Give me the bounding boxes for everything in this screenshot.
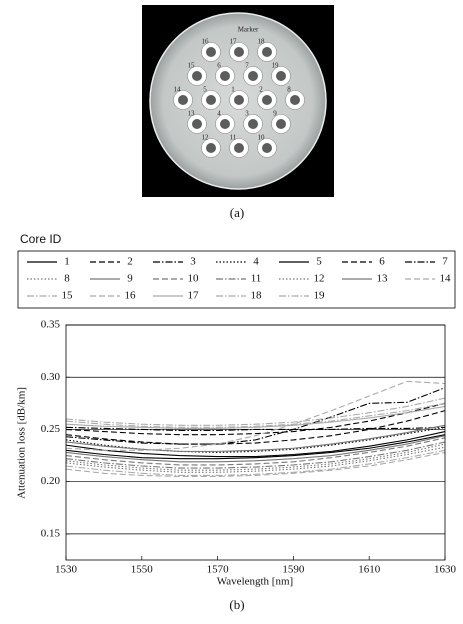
series-line: [65, 410, 446, 445]
y-tick-label: 0.35: [41, 319, 61, 331]
core-label: 17: [230, 38, 238, 46]
core: [234, 47, 244, 57]
series-line: [65, 402, 446, 436]
core-label: 12: [202, 134, 210, 142]
core: [192, 71, 202, 81]
core-label: 3: [245, 110, 249, 118]
legend-title: Core ID: [20, 232, 62, 246]
series-line: [65, 387, 446, 445]
series-line: [65, 434, 446, 460]
y-tick-label: 0.20: [41, 475, 61, 487]
legend-label: 9: [127, 273, 133, 285]
series-line: [65, 449, 446, 476]
core-label: 2: [259, 86, 263, 94]
x-axis-label: Wavelength [nm]: [217, 576, 293, 588]
legend-label: 17: [188, 290, 200, 302]
core: [234, 95, 244, 105]
core-label: 4: [217, 110, 221, 118]
core-label: 5: [203, 86, 207, 94]
x-tick-label: 1630: [434, 564, 457, 576]
x-tick-label: 1550: [131, 564, 154, 576]
series-line: [65, 443, 446, 471]
legend-label: 8: [64, 273, 70, 285]
series-line: [65, 451, 446, 477]
core-label: 8: [287, 86, 291, 94]
core-label: 9: [273, 110, 277, 118]
plot-frame: [65, 324, 446, 561]
x-tick-label: 1610: [358, 564, 381, 576]
core-label: 16: [202, 38, 210, 46]
series-line: [65, 446, 446, 473]
series-line: [65, 424, 446, 452]
core-label: 15: [188, 62, 196, 70]
marker-label: Marker: [238, 26, 259, 34]
core-label: 10: [258, 134, 266, 142]
core-label: 18: [258, 38, 266, 46]
core-label: 11: [230, 134, 237, 142]
legend-label: 12: [314, 273, 325, 285]
legend-label: 1: [64, 256, 70, 268]
core-label: 1: [231, 86, 235, 94]
y-tick-label: 0.30: [41, 371, 61, 383]
core: [248, 119, 258, 129]
core: [262, 95, 272, 105]
core: [220, 119, 230, 129]
series-line: [65, 397, 446, 426]
series-line: [65, 437, 446, 466]
legend-box: [17, 250, 456, 309]
y-tick-label: 0.25: [41, 423, 61, 435]
core-label: 14: [174, 86, 182, 94]
legend-label: 16: [125, 290, 137, 302]
legend-label: 18: [251, 290, 263, 302]
legend-label: 5: [316, 256, 322, 268]
x-tick-label: 1570: [207, 564, 230, 576]
x-tick-label: 1530: [55, 564, 78, 576]
series-line: [65, 380, 446, 451]
core-label: 6: [217, 62, 221, 70]
core: [290, 95, 300, 105]
core-label: 13: [188, 110, 196, 118]
legend-label: 13: [377, 273, 389, 285]
series-line: [65, 430, 446, 458]
series-line: [65, 435, 446, 463]
legend-label: 2: [127, 256, 133, 268]
y-tick-label: 0.15: [41, 527, 61, 539]
series-line: [65, 441, 446, 469]
core: [248, 71, 258, 81]
core: [262, 47, 272, 57]
legend-label: 11: [251, 273, 262, 285]
core: [234, 143, 244, 153]
series-line: [65, 402, 446, 428]
core: [206, 47, 216, 57]
core-label: 7: [245, 62, 249, 70]
core: [276, 71, 286, 81]
core: [220, 71, 230, 81]
x-tick-label: 1590: [282, 564, 305, 576]
series-line: [65, 426, 446, 432]
core: [262, 143, 272, 153]
core: [206, 143, 216, 153]
legend-label: 6: [379, 256, 385, 268]
legend-label: 3: [190, 256, 196, 268]
core-label: 19: [272, 62, 280, 70]
core: [178, 95, 188, 105]
caption: (b): [229, 597, 244, 612]
legend-label: 14: [440, 273, 452, 285]
legend-label: 7: [442, 256, 448, 268]
legend-label: 19: [314, 290, 326, 302]
plot: 0.15 0.20 0.25 0.30 0.35 1530 1550 1570 1590 1610…: [41, 319, 457, 576]
legend-label: 10: [188, 273, 200, 285]
series-line: [65, 405, 446, 429]
caption: (a): [230, 205, 244, 220]
legend-label: 4: [253, 256, 259, 268]
core: [206, 95, 216, 105]
core: [276, 119, 286, 129]
legend-label: 15: [62, 290, 74, 302]
y-axis-label: Attenuation loss [dB/km]: [16, 387, 28, 499]
core: [192, 119, 202, 129]
